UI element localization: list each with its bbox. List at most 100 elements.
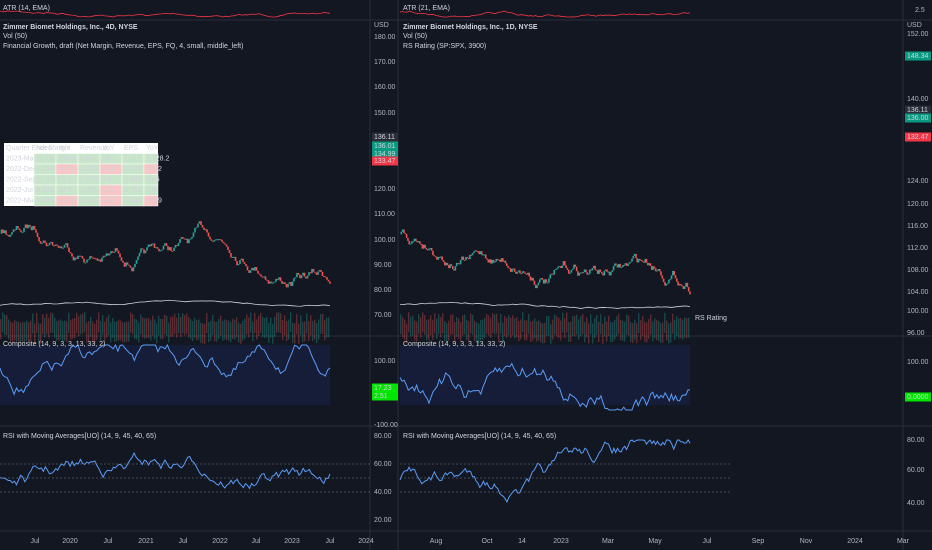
price-tag xyxy=(905,132,931,142)
volume-bar xyxy=(322,313,324,334)
volume-bar xyxy=(138,322,140,343)
candle xyxy=(574,264,577,267)
volume-bar xyxy=(172,316,174,337)
candle xyxy=(639,258,641,260)
volume-bar xyxy=(220,315,222,336)
x-label: 2023 xyxy=(284,538,300,545)
volume-bar xyxy=(28,322,30,343)
volume-bar xyxy=(600,314,602,335)
candle xyxy=(206,229,208,233)
volume-bar xyxy=(270,317,272,338)
candle xyxy=(321,271,324,277)
volume-bar xyxy=(406,323,408,344)
candle xyxy=(312,268,315,272)
candle xyxy=(15,226,18,231)
volume-bar xyxy=(20,323,22,344)
atr-tick: 2.5 xyxy=(915,7,925,14)
volume-bar xyxy=(662,322,664,343)
volume-bar xyxy=(634,319,636,340)
candle xyxy=(72,256,75,261)
candle xyxy=(681,285,683,287)
volume-bar xyxy=(622,320,624,341)
volume-bar xyxy=(236,317,238,338)
candle xyxy=(412,241,414,243)
volume-bar xyxy=(400,314,402,335)
candle xyxy=(583,269,586,273)
volume-bar xyxy=(456,316,458,337)
volume-bar xyxy=(188,317,190,338)
volume-bar xyxy=(50,312,52,333)
price-tag-label: 148.34 xyxy=(907,53,929,60)
candle xyxy=(209,236,211,240)
volume-bar xyxy=(46,313,48,334)
volume-bar xyxy=(26,320,28,341)
candle xyxy=(269,281,271,284)
x-label: Jul xyxy=(31,538,40,545)
candle xyxy=(661,275,664,279)
candle xyxy=(284,282,286,284)
candle xyxy=(594,265,596,270)
candle xyxy=(446,262,449,266)
volume-bar xyxy=(510,317,512,338)
candle xyxy=(180,237,183,240)
x-label: Aug xyxy=(430,538,443,545)
price-label: 152.00 xyxy=(907,31,929,38)
volume-bar xyxy=(324,320,326,341)
volume-bar xyxy=(548,315,550,336)
candle xyxy=(326,277,328,280)
volume-bar xyxy=(196,320,198,341)
volume-bar xyxy=(92,321,94,342)
candle xyxy=(578,272,581,276)
volume-bar xyxy=(502,322,504,343)
volume-bar xyxy=(494,314,496,335)
price-tag-label: 133.47 xyxy=(374,158,396,165)
candle xyxy=(248,270,250,273)
candle xyxy=(63,244,66,248)
table-cell-text: 2022-Dec-28 xyxy=(6,166,47,173)
candle xyxy=(643,261,645,263)
candle xyxy=(2,229,4,234)
composite-line xyxy=(0,343,331,396)
candle xyxy=(213,240,216,242)
candle xyxy=(194,228,196,233)
candle xyxy=(3,230,6,234)
volume-bar xyxy=(596,314,598,335)
candle xyxy=(644,258,646,263)
volume-bar xyxy=(164,314,166,335)
candle xyxy=(240,258,243,261)
price-tag-label: 136.11 xyxy=(374,134,395,141)
candle xyxy=(261,276,264,278)
candle xyxy=(167,245,169,251)
candle xyxy=(171,250,174,252)
candle xyxy=(459,259,462,265)
candle xyxy=(0,229,3,234)
candle xyxy=(29,224,31,227)
volume-bar xyxy=(60,319,62,340)
candle xyxy=(636,258,639,263)
candle xyxy=(548,278,550,283)
candle xyxy=(650,265,653,270)
candle xyxy=(532,277,534,281)
volume-bar xyxy=(498,322,500,343)
vol-title: Vol (50) xyxy=(3,33,27,40)
candle xyxy=(65,243,67,245)
candle xyxy=(529,276,532,281)
volume-bar xyxy=(516,317,518,338)
candle xyxy=(200,221,202,225)
candle xyxy=(122,260,124,263)
volume-bar xyxy=(260,312,262,333)
table-cell-text: 23.3 xyxy=(58,187,72,194)
candle xyxy=(131,267,133,272)
volume-bar xyxy=(432,319,434,340)
candle xyxy=(141,248,144,250)
candle xyxy=(616,264,619,268)
volume-bar xyxy=(36,312,38,333)
volume-bar xyxy=(636,323,638,344)
price-label: 120.00 xyxy=(374,186,396,193)
volume-bar xyxy=(678,318,680,339)
volume-bar xyxy=(628,315,630,336)
candle xyxy=(230,253,232,258)
table-cell-text: 0.723 xyxy=(124,187,142,194)
volume-bar xyxy=(446,323,448,344)
candle xyxy=(153,243,156,248)
